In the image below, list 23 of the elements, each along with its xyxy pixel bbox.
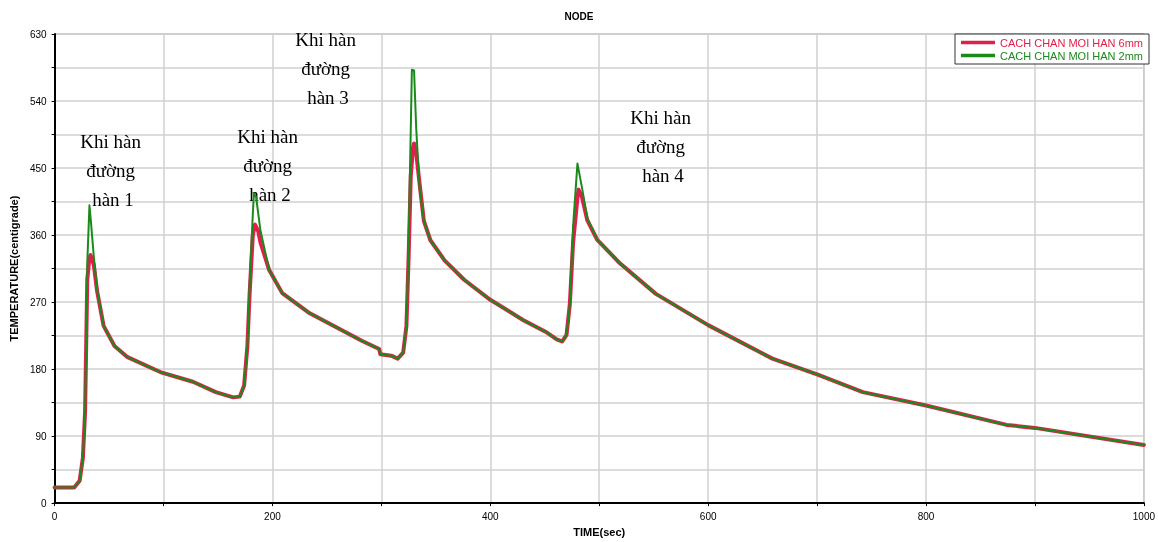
x-tick-label: 1000 — [1132, 510, 1156, 522]
y-tick-label: 90 — [35, 430, 48, 442]
y-tick-label: 630 — [29, 28, 48, 40]
annotation: Khi hàn đường hàn 1 — [80, 130, 146, 210]
y-tick-label: 180 — [29, 363, 48, 375]
y-tick-label: 360 — [29, 229, 48, 241]
x-tick-label: 200 — [264, 510, 282, 522]
annotation: Khi hàn đường hàn 2 — [237, 125, 303, 205]
chart-title: NODE — [564, 10, 594, 22]
y-tick-label: 450 — [29, 162, 48, 174]
x-tick-label: 600 — [699, 510, 717, 522]
legend-label: CACH CHAN MOI HAN 2mm — [999, 49, 1144, 62]
y-tick-label: 270 — [29, 296, 48, 308]
annotation: Khi hàn đường hàn 4 — [630, 106, 696, 186]
y-tick-label: 540 — [29, 95, 48, 107]
annotation: Khi hàn đường hàn 3 — [295, 28, 361, 108]
x-tick-label: 400 — [481, 510, 500, 522]
x-axis-title: TIME(sec) — [573, 525, 626, 538]
x-tick-label: 800 — [917, 510, 935, 522]
legend-label: CACH CHAN MOI HAN 6mm — [999, 36, 1144, 49]
y-tick-label: 0 — [41, 497, 48, 509]
y-axis-title: TEMPERATURE(centigrade) — [7, 195, 20, 342]
x-tick-label: 0 — [51, 510, 58, 522]
